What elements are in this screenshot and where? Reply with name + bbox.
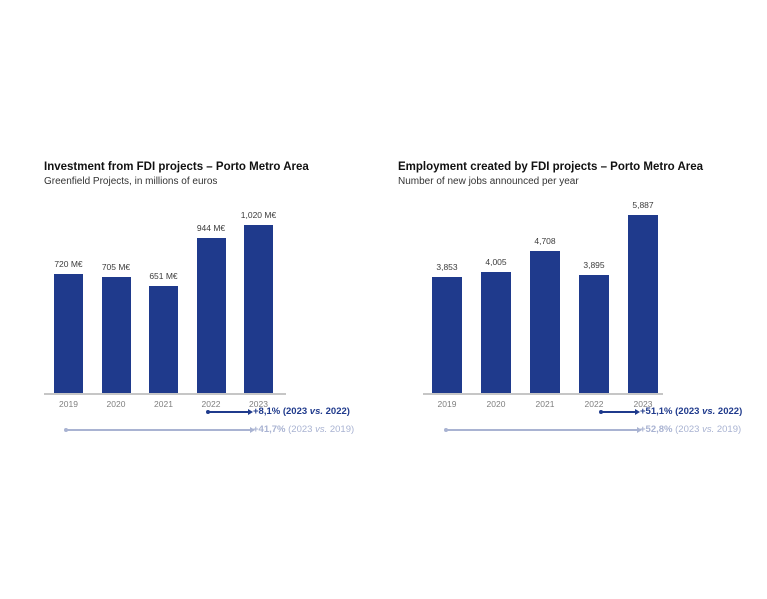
growth-arrow-2019-2023-icon [444,427,642,433]
x-axis-tick-label: 2019 [437,399,457,409]
chart-subtitle: Greenfield Projects, in millions of euro… [44,176,218,187]
x-axis-tick-label: 2019 [59,399,78,409]
bar-plot-area: 3,853 4,005 4,708 3,895 5,887 [423,200,663,395]
x-axis-tick-label: 2023 [249,399,268,409]
bar-2021 [530,251,560,393]
bar-2022 [579,275,609,393]
growth-annotation-vs-2022: +51,1% (2023 vs. 2022) [640,406,742,417]
x-axis-tick-label: 2021 [154,399,173,409]
bar-value-label: 651 M€ [149,271,178,281]
x-axis-tick-label: 2022 [201,399,221,409]
x-axis-tick-label: 2020 [106,399,126,409]
chart-title: Employment created by FDI projects – Por… [398,161,704,173]
growth-comparison: (2023 vs. 2019) [675,424,742,435]
growth-percent: +41,7% [253,424,286,435]
bar-2023 [244,225,273,393]
x-axis-labels: 2019 2020 2021 2022 2023 [423,399,663,411]
growth-comparison: (2023 vs. 2022) [675,406,743,417]
bar-plot-area: 720 M€ 705 M€ 651 M€ 944 M€ 1,020 M€ [44,205,286,395]
bar-value-label: 944 M€ [196,223,226,233]
bar-value-label: 705 M€ [101,262,131,272]
chart-subtitle: Number of new jobs announced per year [398,176,579,187]
bar-2019 [432,277,462,393]
x-axis-tick-label: 2021 [535,399,555,409]
bar-value-label: 3,853 [436,262,458,272]
bar-2019 [54,274,83,393]
growth-annotation-vs-2022: +8,1% (2023 vs. 2022) [253,406,350,417]
bar-value-label: 3,895 [583,260,605,270]
bar-value-label: 1,020 M€ [240,210,277,220]
growth-annotation-vs-2019: +52,8% (2023 vs. 2019) [640,424,741,435]
x-axis-tick-label: 2022 [584,399,604,409]
bar-2022 [196,238,226,393]
x-axis-tick-label: 2023 [633,399,653,409]
chart-employment-fdi: Employment created by FDI projects – Por… [398,161,758,451]
bar-2023 [628,215,658,393]
x-axis-tick-label: 2020 [486,399,506,409]
bar-value-label: 4,708 [534,236,556,246]
chart-title: Investment from FDI projects – Porto Met… [44,161,309,173]
growth-comparison: (2023 vs. 2022) [282,406,350,417]
growth-percent: +8,1% [253,406,281,417]
bar-value-label: 720 M€ [54,259,83,269]
bar-2020 [101,277,131,393]
growth-arrow-2019-2023-icon [64,427,255,433]
bar-2021 [149,286,178,393]
bar-value-label: 4,005 [485,257,507,267]
x-axis-labels: 2019 2020 2021 2022 2023 [44,399,286,411]
bar-2020 [481,272,511,393]
growth-percent: +51,1% [640,406,673,417]
growth-percent: +52,8% [640,424,673,435]
growth-arrow-2022-2023-icon [206,409,253,415]
growth-annotation-vs-2019: +41,7% (2023 vs. 2019) [253,424,354,435]
growth-comparison: (2023 vs. 2019) [288,424,355,435]
growth-arrow-2022-2023-icon [599,409,640,415]
bar-value-label: 5,887 [632,200,654,210]
chart-investment-fdi: Investment from FDI projects – Porto Met… [44,161,384,451]
